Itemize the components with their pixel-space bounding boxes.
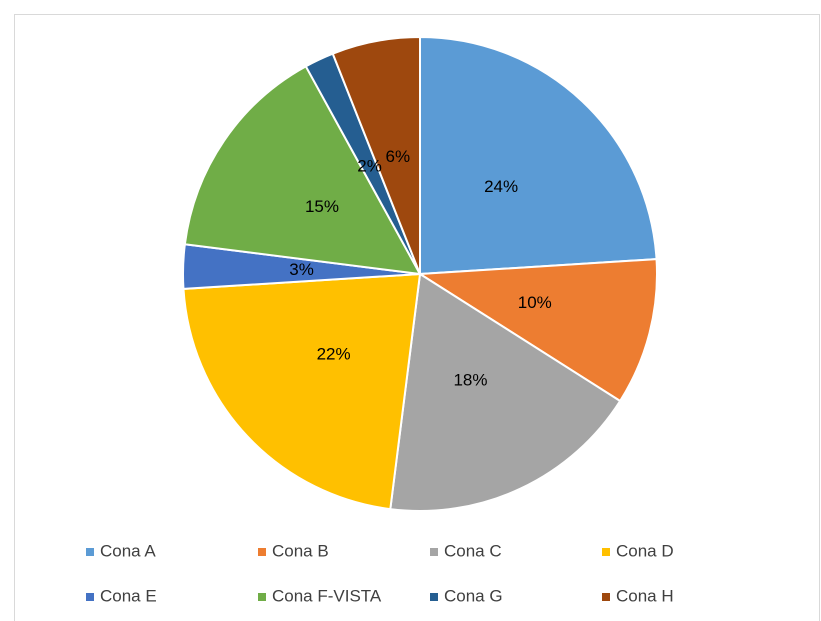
pie-slice	[183, 64, 422, 276]
legend-label: Cona A	[100, 541, 156, 560]
data-label: 18%	[453, 371, 487, 390]
pie-slice	[389, 272, 622, 512]
legend-swatch	[86, 593, 94, 601]
data-label: 3%	[289, 260, 314, 279]
data-label: 6%	[386, 147, 411, 166]
legend-swatch	[430, 548, 438, 556]
legend-label: Cona D	[616, 541, 674, 560]
pie-slice	[419, 35, 658, 276]
legend-label: Cona H	[616, 586, 674, 605]
legend-swatch	[258, 548, 266, 556]
legend-label: Cona C	[444, 541, 502, 560]
legend-label: Cona F-VISTA	[272, 586, 382, 605]
data-label: 24%	[484, 177, 518, 196]
pie-slice	[331, 35, 421, 275]
legend-swatch	[602, 593, 610, 601]
data-label: 2%	[357, 156, 382, 175]
legend-swatch	[86, 548, 94, 556]
legend-label: Cona E	[100, 586, 157, 605]
pie-slice	[416, 258, 658, 403]
pie-slice	[182, 272, 422, 511]
data-label: 22%	[317, 345, 351, 364]
legend-swatch	[430, 593, 438, 601]
legend-label: Cona G	[444, 586, 503, 605]
data-label: 10%	[518, 293, 552, 312]
legend-swatch	[258, 593, 266, 601]
legend-swatch	[602, 548, 610, 556]
data-label: 15%	[305, 197, 339, 216]
legend-label: Cona B	[272, 541, 329, 560]
